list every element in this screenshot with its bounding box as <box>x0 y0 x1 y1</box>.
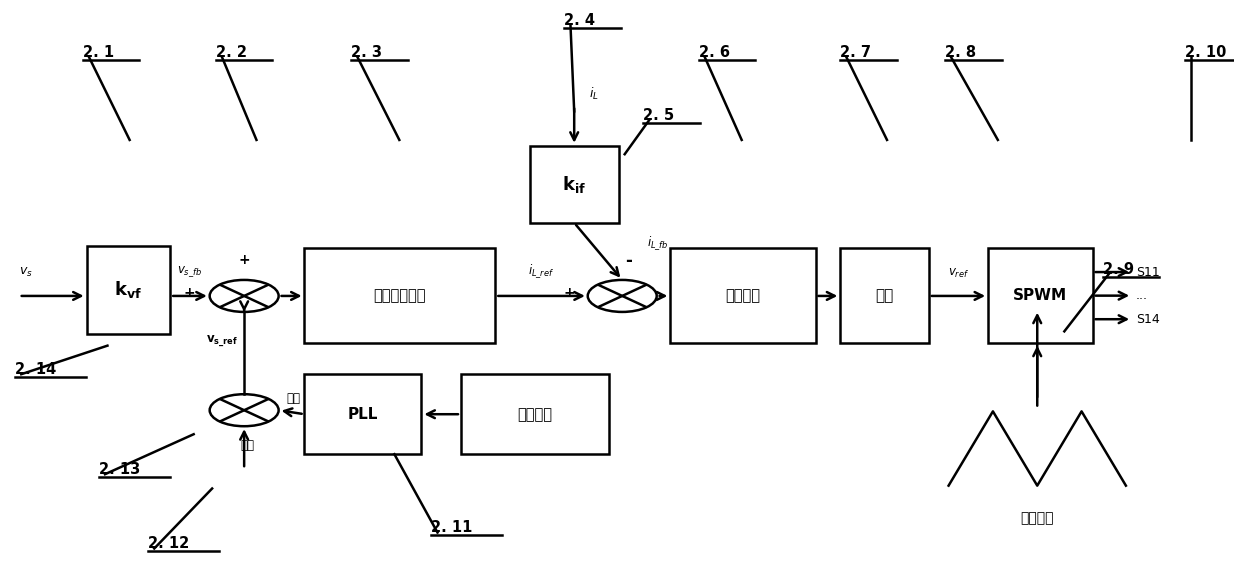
Text: $\mathbf{k_{if}}$: $\mathbf{k_{if}}$ <box>562 174 587 194</box>
FancyBboxPatch shape <box>841 249 929 343</box>
Text: 2. 12: 2. 12 <box>148 537 190 552</box>
Text: 2. 2: 2. 2 <box>216 45 247 60</box>
Text: S14: S14 <box>1136 313 1159 325</box>
Text: ...: ... <box>1136 289 1148 302</box>
Text: S11: S11 <box>1136 265 1159 279</box>
Text: 限幅: 限幅 <box>875 288 894 303</box>
FancyBboxPatch shape <box>988 249 1092 343</box>
FancyBboxPatch shape <box>87 246 170 334</box>
Text: 比例谐振控制: 比例谐振控制 <box>373 288 427 303</box>
Text: 幅度: 幅度 <box>241 439 255 452</box>
Text: PLL: PLL <box>347 407 378 422</box>
FancyBboxPatch shape <box>529 145 619 223</box>
Text: 2. 7: 2. 7 <box>841 45 872 60</box>
Text: 电网电压: 电网电压 <box>517 407 552 422</box>
Text: $v_{s\_fb}$: $v_{s\_fb}$ <box>177 264 202 279</box>
Text: $i_{L\_ref}$: $i_{L\_ref}$ <box>528 262 554 280</box>
Text: -: - <box>625 252 632 269</box>
Text: 2. 14: 2. 14 <box>15 362 56 377</box>
Text: 2. 13: 2. 13 <box>99 462 140 477</box>
Text: +: + <box>238 253 250 267</box>
Text: $v_{ref}$: $v_{ref}$ <box>947 267 970 280</box>
Text: $\mathbf{v_{s\_ref}}$: $\mathbf{v_{s\_ref}}$ <box>206 334 238 349</box>
Text: $\mathbf{k_{vf}}$: $\mathbf{k_{vf}}$ <box>114 279 143 301</box>
Text: 2. 1: 2. 1 <box>83 45 114 60</box>
Text: 相位: 相位 <box>286 392 300 404</box>
FancyBboxPatch shape <box>305 249 496 343</box>
Text: +: + <box>564 286 575 300</box>
Text: $v_s$: $v_s$ <box>19 265 32 279</box>
Text: SPWM: SPWM <box>1013 288 1068 303</box>
Text: 2. 8: 2. 8 <box>945 45 976 60</box>
Text: 2. 6: 2. 6 <box>698 45 729 60</box>
Text: $i_L$: $i_L$ <box>589 86 599 102</box>
Text: +: + <box>184 286 195 300</box>
Text: 2. 11: 2. 11 <box>432 520 472 535</box>
Text: 2. 10: 2. 10 <box>1185 45 1226 60</box>
Text: $i_{L\_fb}$: $i_{L\_fb}$ <box>647 234 668 252</box>
Text: 比例控制: 比例控制 <box>725 288 760 303</box>
Text: 2. 4: 2. 4 <box>564 13 595 28</box>
Text: 2. 9: 2. 9 <box>1102 262 1133 277</box>
FancyBboxPatch shape <box>461 374 609 454</box>
FancyBboxPatch shape <box>671 249 816 343</box>
Text: 三角载波: 三角载波 <box>1021 511 1054 526</box>
Text: 2. 3: 2. 3 <box>351 45 382 60</box>
Text: 2. 5: 2. 5 <box>644 108 675 123</box>
FancyBboxPatch shape <box>305 374 422 454</box>
